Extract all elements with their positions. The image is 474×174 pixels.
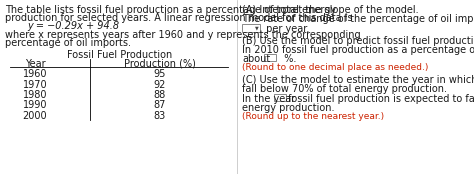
Text: where x represents years after 1960 and y represents the corresponding: where x represents years after 1960 and … xyxy=(5,30,361,40)
Text: percentage of oil imports.: percentage of oil imports. xyxy=(5,38,131,48)
Text: %.: %. xyxy=(278,54,296,64)
Text: Fossil Fuel Production: Fossil Fuel Production xyxy=(67,50,173,60)
FancyBboxPatch shape xyxy=(274,94,286,101)
FancyBboxPatch shape xyxy=(242,24,260,32)
Text: 87: 87 xyxy=(154,101,166,110)
Text: production for selected years. A linear regression model for this data is: production for selected years. A linear … xyxy=(5,13,353,23)
Text: Production (%): Production (%) xyxy=(124,59,196,69)
Text: In 2010 fossil fuel production as a percentage of total production will be: In 2010 fossil fuel production as a perc… xyxy=(242,45,474,55)
Text: per year.: per year. xyxy=(263,24,310,34)
Text: The table lists fossil fuel production as a percentage of total energy: The table lists fossil fuel production a… xyxy=(5,5,336,15)
Text: energy production.: energy production. xyxy=(242,103,335,113)
Text: Year: Year xyxy=(25,59,46,69)
Text: (Round up to the nearest year.): (Round up to the nearest year.) xyxy=(242,112,384,121)
Text: 2000: 2000 xyxy=(23,111,47,121)
Text: (A) Interpret the slope of the model.: (A) Interpret the slope of the model. xyxy=(242,5,419,15)
Text: 1960: 1960 xyxy=(23,69,47,79)
Text: 92: 92 xyxy=(154,80,166,89)
Text: 1990: 1990 xyxy=(23,101,47,110)
Text: (B) Use the model to predict fossil fuel production in 2010.: (B) Use the model to predict fossil fuel… xyxy=(242,36,474,46)
Text: In the year: In the year xyxy=(242,94,295,104)
Text: (Round to one decimal place as needed.): (Round to one decimal place as needed.) xyxy=(242,63,428,72)
Text: 88: 88 xyxy=(154,90,166,100)
Text: about: about xyxy=(242,54,270,64)
FancyBboxPatch shape xyxy=(264,54,276,61)
Text: 95: 95 xyxy=(154,69,166,79)
Text: (C) Use the model to estimate the year in which fossil fuel production will: (C) Use the model to estimate the year i… xyxy=(242,75,474,85)
Text: y = −0.29x + 94.8: y = −0.29x + 94.8 xyxy=(27,21,119,31)
Text: ▼: ▼ xyxy=(255,25,259,30)
Text: The rate of change of the percentage of oil imports with respect to time is: The rate of change of the percentage of … xyxy=(242,14,474,24)
Text: fossil fuel production is expected to fall below 70% of total: fossil fuel production is expected to fa… xyxy=(288,94,474,104)
Text: fall below 70% of total energy production.: fall below 70% of total energy productio… xyxy=(242,84,447,94)
Text: 1970: 1970 xyxy=(23,80,47,89)
Text: 83: 83 xyxy=(154,111,166,121)
Text: 1980: 1980 xyxy=(23,90,47,100)
